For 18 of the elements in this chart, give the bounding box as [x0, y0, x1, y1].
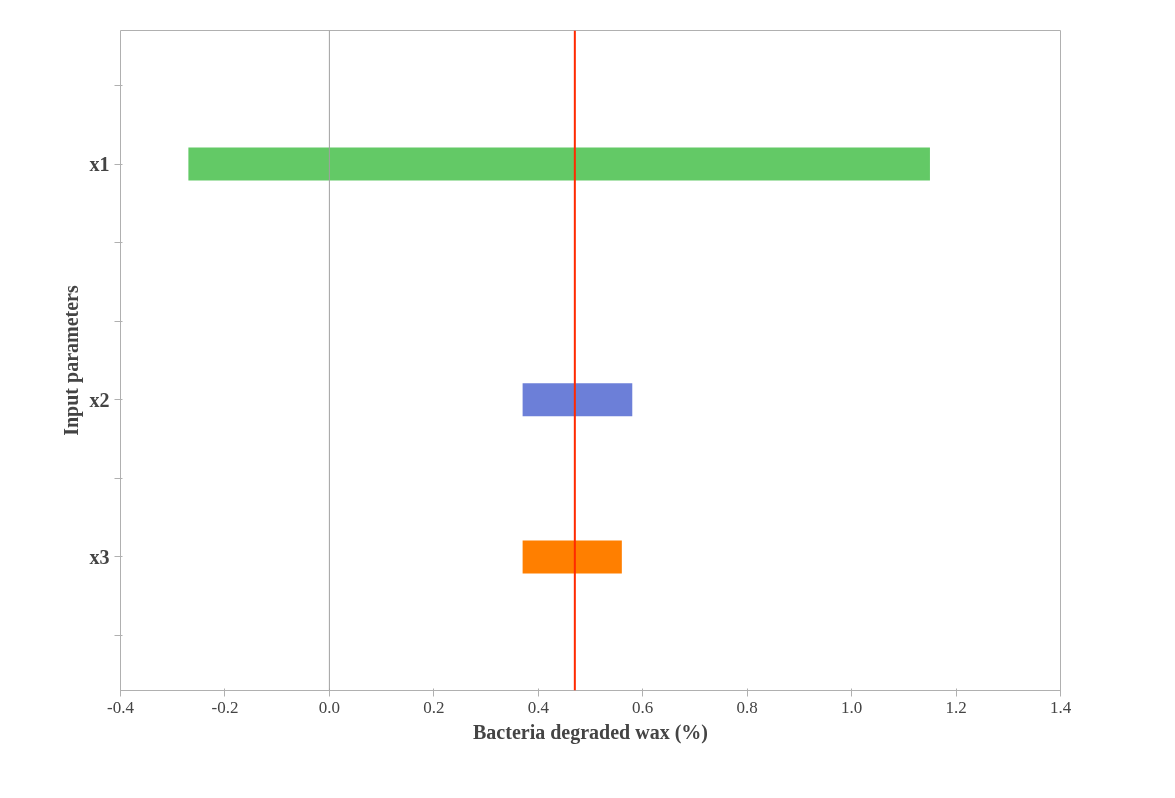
x-axis-title: Bacteria degraded wax (%): [473, 720, 708, 744]
x-tick-label: 0.0: [318, 697, 341, 717]
bar: [522, 540, 622, 574]
y-tick-label: x1: [89, 153, 110, 176]
bar: [522, 383, 633, 417]
y-tick-label: x2: [89, 388, 110, 411]
x-tick-label: 0.4: [527, 697, 550, 717]
x-tick-label: -0.2: [211, 697, 239, 717]
x-tick-label: 0.6: [632, 697, 654, 717]
y-axis-title: Input parameters: [59, 285, 83, 436]
x-tick-label: 1.0: [840, 697, 863, 717]
x-tick-label: 0.2: [423, 697, 445, 717]
x-tick-label: 1.2: [945, 697, 967, 717]
x-tick-label: 1.4: [1049, 697, 1072, 717]
x-tick-label: 0.8: [736, 697, 758, 717]
y-tick-label: x3: [89, 545, 110, 568]
x-tick-label: -0.4: [107, 697, 135, 717]
bar: [188, 147, 930, 181]
